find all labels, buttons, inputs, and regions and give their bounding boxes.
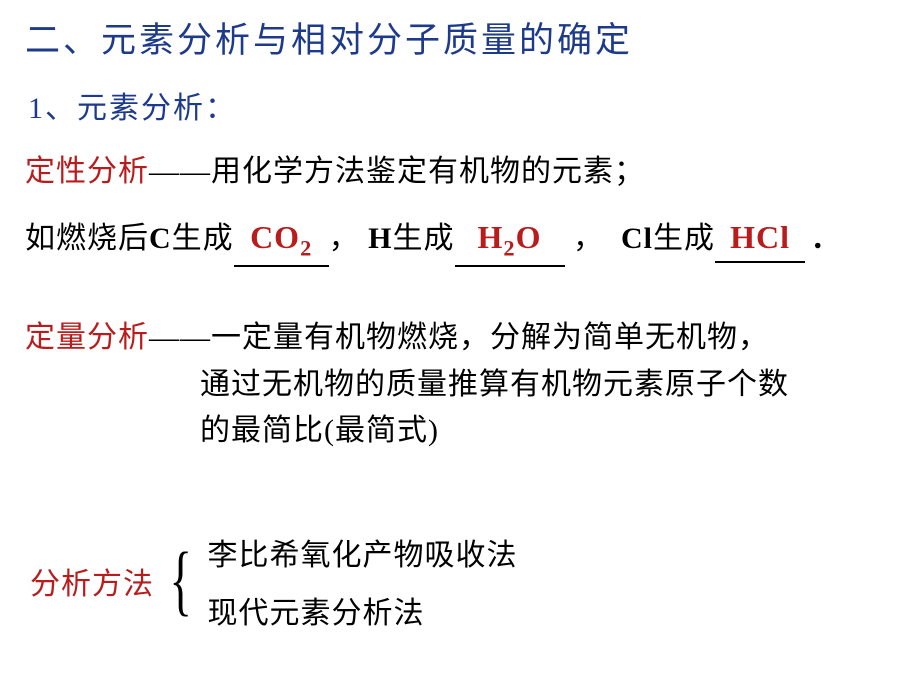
h-after: 生成 (393, 222, 455, 255)
method-item-2: 现代元素分析法 (207, 588, 517, 632)
blank-h2o: H2O (455, 213, 565, 267)
fill-co2: CO2 (250, 219, 312, 255)
fill-hcl: HCl (730, 219, 790, 255)
methods-label: 分析方法 (30, 559, 154, 603)
qualitative-term: 定性分析 (25, 155, 149, 188)
h-label: H (368, 222, 392, 255)
quant-line1: 定量分析——一定量有机物燃烧，分解为简单无机物， (25, 315, 895, 362)
comma2: ， (573, 222, 604, 255)
quant-term: 定量分析 (25, 321, 149, 354)
qualitative-def: 用化学方法鉴定有机物的元素； (211, 155, 645, 188)
period: . (814, 219, 824, 256)
bracket-icon: { (169, 545, 191, 615)
methods-list: 李比希氧化产物吸收法 现代元素分析法 (207, 530, 517, 632)
fill-h2o: H2O (478, 219, 542, 255)
c-after: 生成 (172, 222, 234, 255)
cl-label: Cl (621, 222, 653, 255)
quant-def1: 一定量有机物燃烧，分解为简单无机物， (211, 321, 769, 354)
qualitative-line: 定性分析——用化学方法鉴定有机物的元素； (25, 149, 895, 194)
section-label: 1、元素分析： (28, 83, 895, 127)
main-title: 二、元素分析与相对分子质量的确定 (25, 12, 895, 63)
comma1: ， (329, 222, 360, 255)
quantitative-section: 定量分析——一定量有机物燃烧，分解为简单无机物， 通过无机物的质量推算有机物元素… (25, 315, 895, 455)
blank-co2: CO2 (234, 213, 329, 267)
methods-row: 分析方法 { 李比希氧化产物吸收法 现代元素分析法 (30, 530, 895, 632)
method-item-1: 李比希氧化产物吸收法 (207, 530, 517, 574)
quant-dash: —— (149, 321, 211, 354)
cl-after: 生成 (653, 222, 715, 255)
dash: —— (149, 155, 211, 188)
c-label: C (149, 222, 172, 255)
quant-line2: 通过无机物的质量推算有机物元素原子个数 (200, 362, 895, 409)
quant-line3: 的最简比(最简式) (200, 408, 895, 455)
blank-hcl: HCl (715, 213, 805, 263)
combust-prefix: 如燃烧后 (25, 222, 149, 255)
combustion-line: 如燃烧后C生成CO2， H生成H2O ， Cl生成HCl . (25, 212, 895, 267)
